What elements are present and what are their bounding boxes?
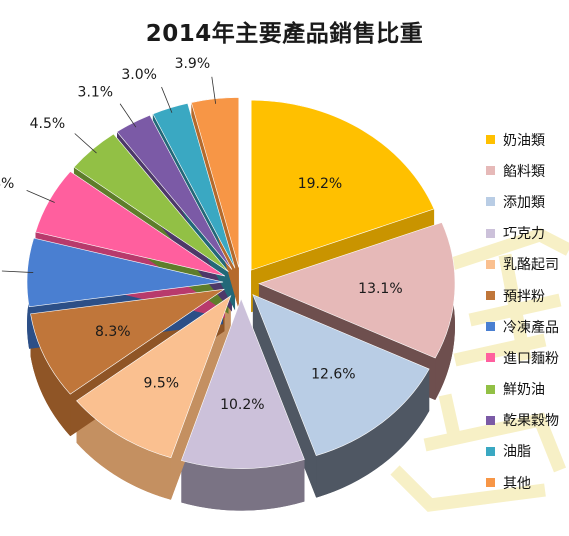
leader-line — [211, 76, 217, 104]
legend-swatch — [486, 478, 495, 488]
leader-line — [161, 86, 173, 113]
legend-item: 油脂 — [486, 436, 566, 467]
legend-item: 預拌粉 — [486, 280, 566, 311]
legend-label: 餡料類 — [503, 163, 545, 180]
pie-slice — [30, 288, 225, 395]
legend-item: 乾果穀物 — [486, 405, 566, 436]
slice-value-label: 3.9% — [175, 56, 211, 72]
legend-swatch — [486, 197, 495, 207]
legend-swatch — [486, 291, 495, 301]
legend-swatch — [486, 259, 495, 269]
pie-slice — [76, 295, 232, 459]
legend-item: 乳酪起司 — [486, 249, 566, 280]
legend-label: 其他 — [503, 475, 531, 492]
slice-value-label: 13.1% — [358, 281, 402, 297]
slice-value-label: 8.3% — [95, 324, 131, 340]
legend-label: 油脂 — [503, 444, 531, 461]
legend-swatch — [486, 384, 495, 394]
slice-value-label: 12.6% — [311, 367, 355, 383]
leader-line — [74, 133, 97, 154]
legend-swatch — [486, 135, 495, 145]
legend-label: 添加類 — [503, 194, 545, 211]
legend-swatch — [486, 415, 495, 425]
pie-slice — [180, 297, 305, 469]
legend-item: 鮮奶油 — [486, 374, 566, 405]
leader-line — [26, 190, 55, 203]
legend-label: 乾果穀物 — [503, 413, 559, 430]
slice-value-label: 19.2% — [298, 176, 342, 192]
legend: 奶油類餡料類添加類巧克力乳酪起司預拌粉冷凍產品進口麵粉鮮奶油乾果穀物油脂其他 — [486, 124, 566, 498]
legend-item: 添加類 — [486, 186, 566, 217]
legend-swatch — [486, 353, 495, 363]
legend-item: 冷凍產品 — [486, 311, 566, 342]
legend-swatch — [486, 446, 495, 456]
legend-label: 巧克力 — [503, 226, 545, 243]
legend-label: 進口麵粉 — [503, 350, 559, 367]
slice-value-label: 3.1% — [78, 84, 114, 100]
legend-item: 進口麵粉 — [486, 342, 566, 373]
legend-label: 乳酪起司 — [503, 257, 559, 274]
legend-swatch — [486, 166, 495, 176]
chart-title: 2014年主要產品銷售比重 — [145, 21, 424, 47]
slice-value-label: 10.2% — [220, 397, 264, 413]
legend-item: 巧克力 — [486, 218, 566, 249]
leader-line — [119, 103, 137, 128]
slice-value-label: 3.0% — [121, 67, 157, 83]
legend-swatch — [486, 228, 495, 238]
watermark-logo — [390, 227, 569, 512]
legend-item: 奶油類 — [486, 124, 566, 155]
legend-label: 預拌粉 — [503, 288, 545, 305]
pie-slice — [252, 294, 430, 456]
legend-label: 冷凍產品 — [503, 319, 559, 336]
slice-value-label: 9.5% — [144, 375, 180, 391]
legend-item: 餡料類 — [486, 155, 566, 186]
legend-swatch — [486, 322, 495, 332]
legend-label: 鮮奶油 — [503, 382, 545, 399]
pie-slice — [258, 222, 456, 359]
slice-value-label: 6.4% — [0, 176, 14, 192]
slice-value-label: 4.5% — [30, 116, 66, 132]
pie-slice — [250, 99, 435, 271]
legend-label: 奶油類 — [503, 132, 545, 149]
legend-item: 其他 — [486, 467, 566, 498]
leader-line — [1, 270, 34, 273]
